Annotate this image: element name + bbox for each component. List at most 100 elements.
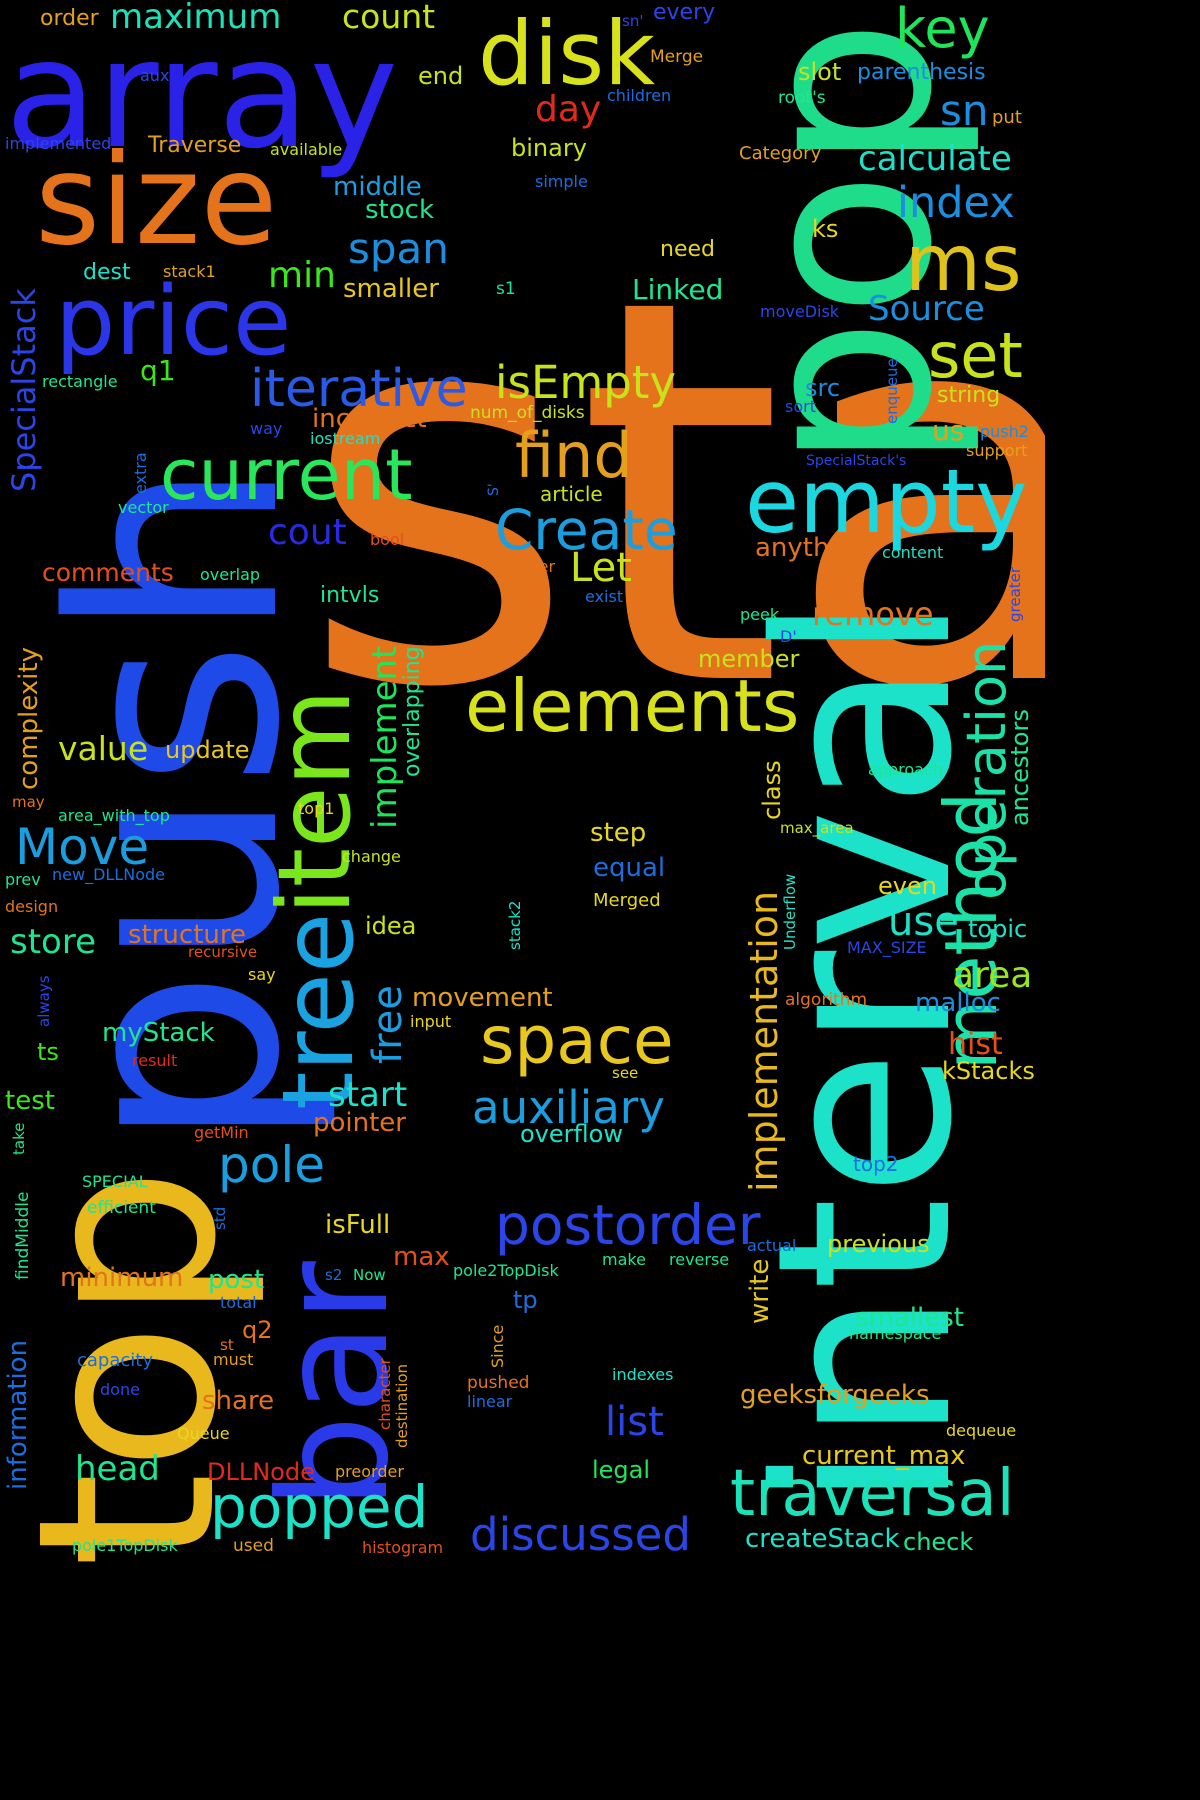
word-rectangle: rectangle bbox=[42, 372, 118, 391]
word-list: list bbox=[605, 1399, 664, 1445]
word-iostream: iostream bbox=[310, 429, 381, 448]
word-histogram: histogram bbox=[362, 1538, 444, 1557]
word-topic: topic bbox=[968, 915, 1028, 943]
word-q1: q1 bbox=[140, 354, 176, 387]
word-max-size: MAX_SIZE bbox=[847, 938, 927, 957]
word-space: space bbox=[480, 1002, 674, 1079]
word-take: take bbox=[10, 1122, 28, 1155]
word-minimum: minimum bbox=[60, 1263, 184, 1293]
word-malloc: malloc bbox=[915, 988, 1001, 1018]
word-done: done bbox=[100, 1380, 140, 1399]
word-src: src bbox=[805, 374, 841, 402]
word-extra: extra bbox=[131, 452, 150, 494]
word-start: start bbox=[328, 1075, 408, 1115]
word-ks: ks bbox=[812, 215, 839, 243]
word-information: information bbox=[3, 1339, 33, 1490]
word-hist: hist bbox=[948, 1027, 1003, 1062]
word-overflow: overflow bbox=[520, 1120, 623, 1148]
word-isempty: isEmpty bbox=[495, 356, 677, 409]
word-iterative: iterative bbox=[250, 359, 468, 419]
word-intvls: intvls bbox=[320, 583, 380, 608]
word-structure: structure bbox=[128, 920, 246, 950]
word-linked: Linked bbox=[632, 273, 724, 306]
word-num-of-disks: num_of_disks bbox=[470, 403, 585, 423]
word-end: end bbox=[418, 62, 464, 90]
word-need: need bbox=[660, 237, 715, 262]
word-ts: ts bbox=[37, 1038, 59, 1066]
word-aux: aux bbox=[140, 66, 170, 85]
word-push2: push2 bbox=[980, 422, 1029, 441]
word-move: Move bbox=[15, 818, 150, 876]
word-us: us bbox=[932, 414, 965, 447]
word-source: Source bbox=[868, 289, 985, 329]
word-dllnode: DLLNode bbox=[207, 1458, 315, 1486]
word-comments: comments bbox=[42, 558, 174, 587]
word-cloud: stack interval top push pop array size p… bbox=[0, 0, 1045, 1568]
word-st: st bbox=[220, 1336, 234, 1354]
word-check: check bbox=[903, 1528, 974, 1556]
word-slot: slot bbox=[798, 58, 842, 86]
word-empty: empty bbox=[745, 450, 1028, 553]
word-used: used bbox=[233, 1536, 274, 1556]
word-count: count bbox=[342, 0, 436, 36]
word-top2: top2 bbox=[853, 1152, 899, 1176]
word-std: std bbox=[211, 1206, 229, 1230]
word-remove: remove bbox=[812, 595, 934, 633]
word-merged: Merged bbox=[593, 890, 661, 911]
word-stack1: stack1 bbox=[163, 262, 216, 281]
word-may: may bbox=[12, 793, 45, 811]
word-min: min bbox=[268, 255, 336, 296]
word-destination: destination bbox=[393, 1363, 411, 1448]
word-pole: pole bbox=[218, 1136, 325, 1194]
word-s-prime: S' bbox=[486, 483, 502, 496]
word-prev: prev bbox=[5, 870, 41, 889]
word-namespace: namespace bbox=[849, 1324, 942, 1343]
word-overlapping: overlapping bbox=[400, 646, 425, 777]
word-since: Since bbox=[488, 1324, 507, 1368]
word-s2: s2 bbox=[325, 1266, 343, 1284]
word-must: must bbox=[213, 1350, 254, 1369]
word-result: result bbox=[132, 1051, 178, 1070]
word-create: Create bbox=[495, 498, 678, 562]
word-array: array bbox=[5, 8, 399, 182]
word-parenthesis: parenthesis bbox=[857, 60, 986, 85]
word-children: children bbox=[607, 86, 672, 105]
word-enqueue: enqueue bbox=[883, 358, 901, 424]
word-dequeue: dequeue bbox=[946, 1421, 1017, 1440]
word-equal: equal bbox=[593, 853, 666, 883]
word-findmiddle: findMiddle bbox=[13, 1191, 33, 1280]
word-value: value bbox=[58, 729, 149, 768]
word-price: price bbox=[55, 267, 292, 377]
word-sn-prime: sn' bbox=[622, 12, 644, 30]
word-calculate: calculate bbox=[858, 139, 1012, 179]
word-recursive: recursive bbox=[188, 943, 258, 961]
word-area-with-top: area_with_top bbox=[58, 806, 170, 825]
word-disk: disk bbox=[478, 2, 656, 105]
word-always: always bbox=[35, 975, 53, 1027]
word-post: post bbox=[208, 1265, 265, 1295]
word-step: step bbox=[590, 818, 647, 848]
word-use: use bbox=[888, 899, 959, 945]
word-elements: elements bbox=[465, 664, 800, 748]
word-see: see bbox=[612, 1064, 639, 1082]
word-efficient: efficient bbox=[87, 1198, 156, 1218]
word-stock: stock bbox=[365, 195, 434, 225]
word-reverse: reverse bbox=[669, 1250, 730, 1269]
word-binary: binary bbox=[511, 134, 587, 162]
word-stack: stack bbox=[300, 186, 1045, 803]
word-order: order bbox=[40, 6, 99, 31]
word-design: design bbox=[5, 897, 59, 916]
word-middle: middle bbox=[333, 172, 422, 202]
word-key: key bbox=[895, 0, 990, 60]
word-cout: cout bbox=[268, 512, 347, 553]
word-free: free bbox=[365, 985, 411, 1064]
word-available: available bbox=[270, 140, 343, 159]
word-discussed: discussed bbox=[470, 1508, 691, 1561]
word-bool: bool bbox=[370, 530, 405, 549]
word-support: support bbox=[966, 441, 1028, 460]
word-now: Now bbox=[353, 1266, 386, 1284]
word-anything: anything bbox=[755, 533, 870, 563]
word-index: index bbox=[897, 178, 1015, 228]
word-previous: previous bbox=[827, 1230, 930, 1258]
word-getmin: getMin bbox=[194, 1123, 249, 1142]
